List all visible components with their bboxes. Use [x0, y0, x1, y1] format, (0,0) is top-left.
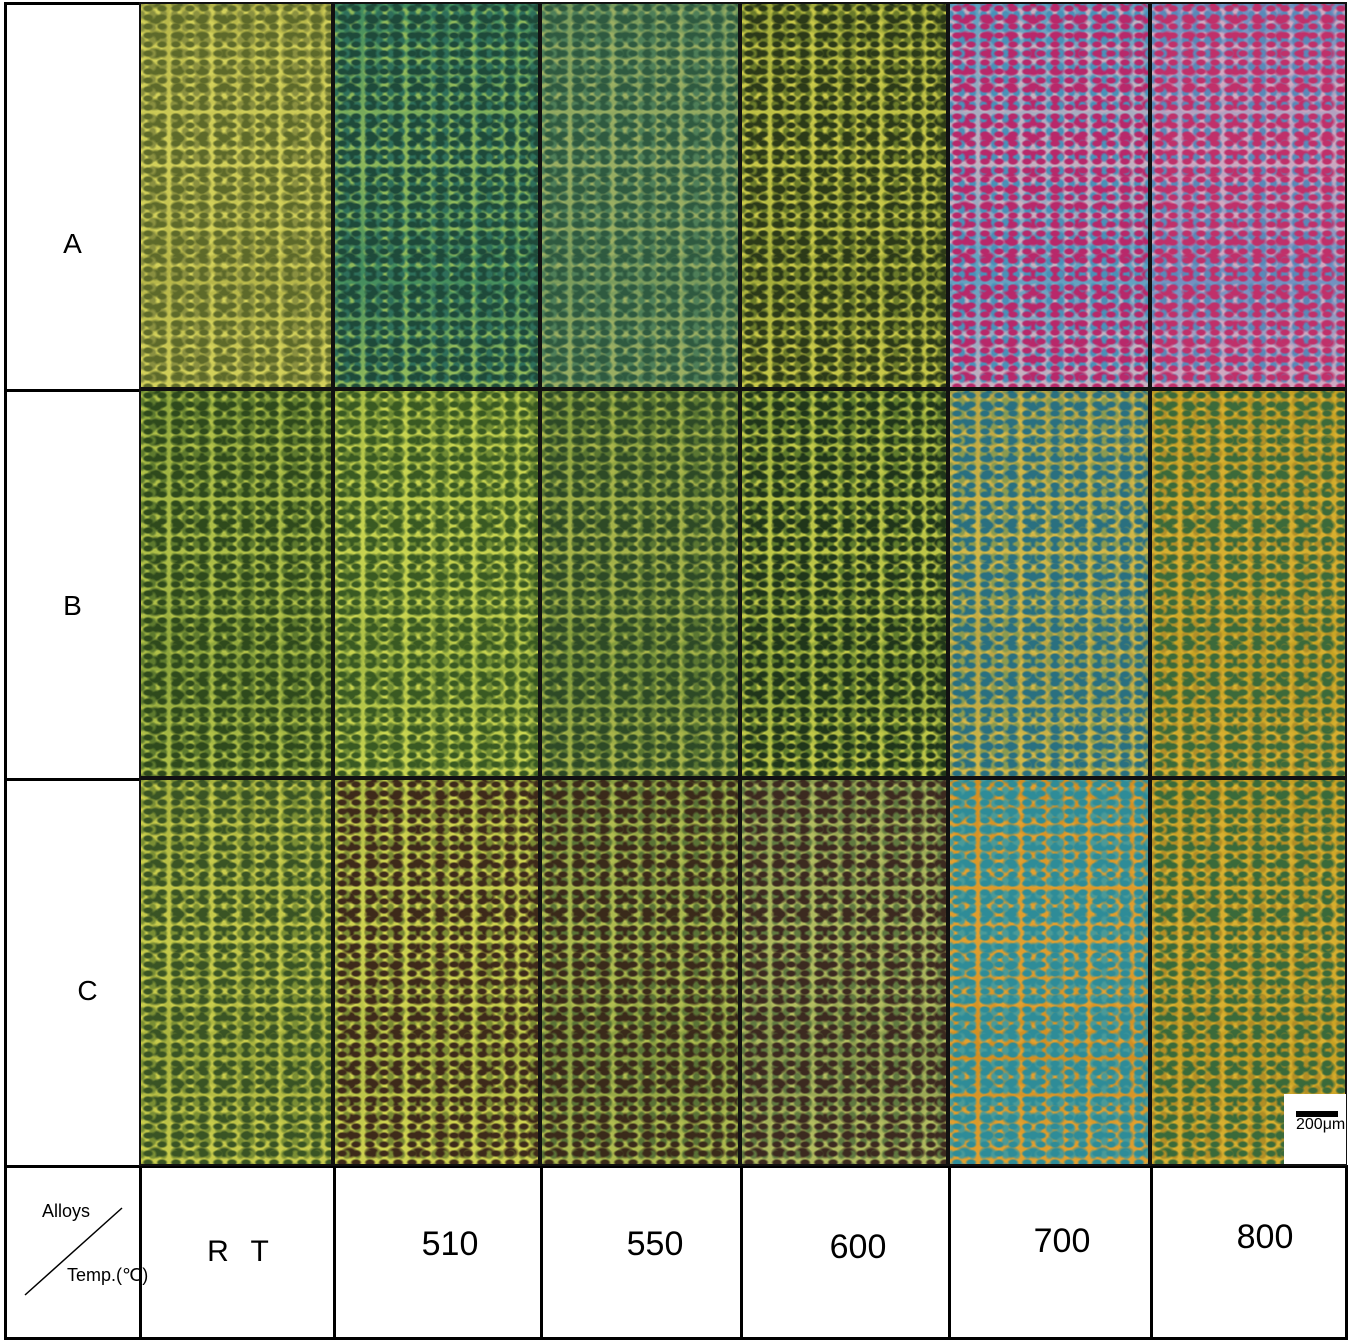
column-label: R T [140, 1235, 336, 1269]
micrograph [333, 778, 540, 1166]
micrograph [948, 389, 1150, 778]
micrograph [333, 389, 540, 778]
figure: A B C Alloys Temp.(℃) R T 510 550 600 70… [0, 0, 1361, 1341]
scale-bar-label: 200μm [1296, 1116, 1345, 1134]
micrograph [139, 778, 333, 1166]
column-label: 700 [962, 1222, 1162, 1261]
column-label: 550 [555, 1225, 755, 1264]
corner-top-label: Alloys [42, 1201, 90, 1222]
micrograph [948, 2, 1150, 389]
row-header-cell [4, 389, 142, 781]
micrograph [1150, 389, 1347, 778]
micrograph [540, 389, 740, 778]
scale-bar-box: 200μm [1284, 1094, 1346, 1164]
micrograph [740, 778, 948, 1166]
column-label: 800 [1165, 1218, 1361, 1257]
row-label: A [5, 228, 140, 260]
micrograph [139, 2, 333, 389]
row-label: B [5, 590, 140, 622]
micrograph [948, 778, 1150, 1166]
micrograph [540, 778, 740, 1166]
micrograph [740, 389, 948, 778]
row-header-cell [4, 2, 142, 392]
micrograph [540, 2, 740, 389]
column-label: 510 [350, 1225, 550, 1264]
micrograph [740, 2, 948, 389]
row-header-cell [4, 778, 142, 1168]
column-label: 600 [758, 1228, 958, 1267]
micrograph [139, 389, 333, 778]
micrograph [1150, 2, 1347, 389]
row-label: C [20, 975, 155, 1007]
micrograph [333, 2, 540, 389]
corner-bottom-label: Temp.(℃) [67, 1265, 148, 1286]
